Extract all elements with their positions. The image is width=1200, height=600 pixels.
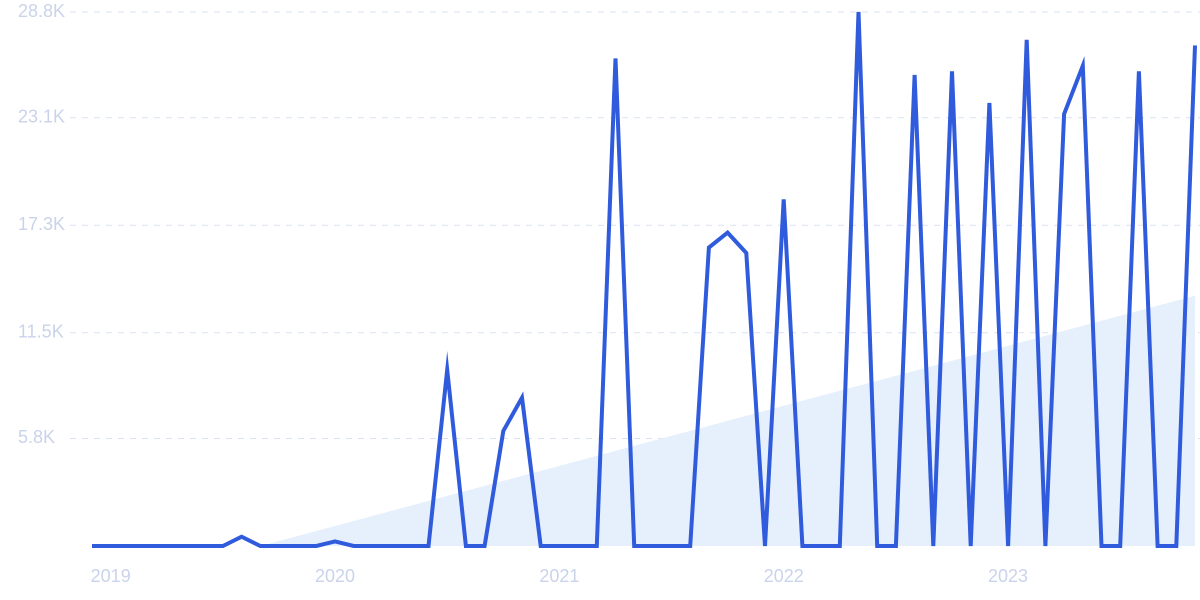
y-tick-label: 23.1K [18, 106, 65, 126]
x-tick-label: 2021 [539, 566, 579, 586]
x-tick-label: 2019 [91, 566, 131, 586]
y-tick-label: 17.3K [18, 214, 65, 234]
trend-area [92, 295, 1195, 546]
y-tick-label: 28.8K [18, 1, 65, 21]
x-tick-label: 2020 [315, 566, 355, 586]
line [92, 11, 1197, 548]
y-tick-label: 5.8K [18, 427, 55, 447]
x-tick-label: 2023 [988, 566, 1028, 586]
y-tick-label: 11.5K [18, 322, 64, 342]
x-tick-label: 2022 [764, 566, 804, 586]
